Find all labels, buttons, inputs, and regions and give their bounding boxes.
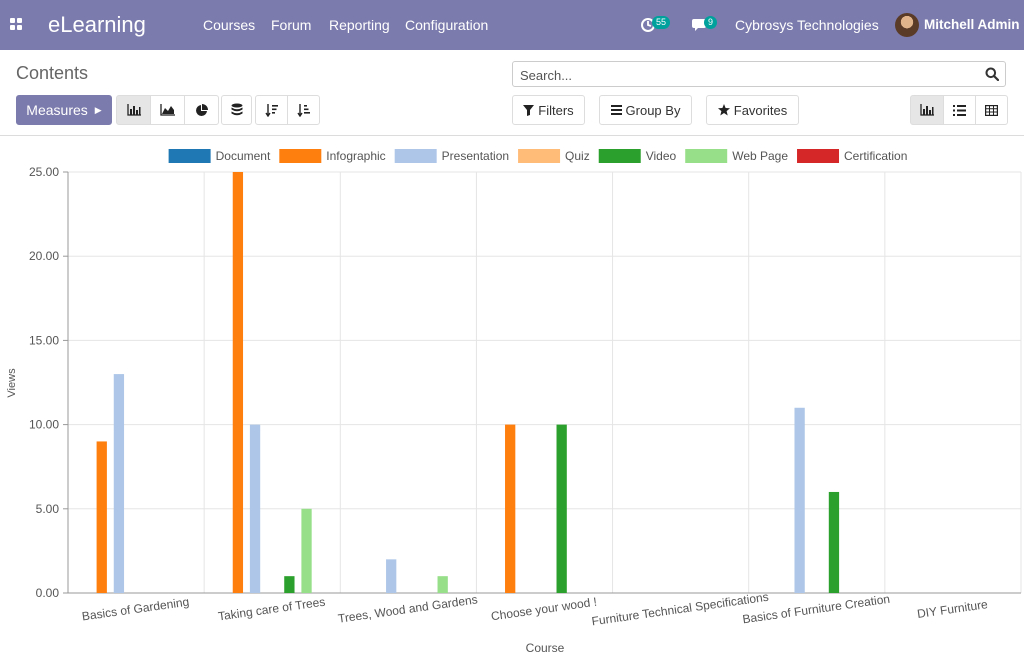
legend-item-video[interactable]: Video: [598, 149, 677, 163]
y-tick-label: 25.00: [29, 165, 59, 179]
legend-item-presentation[interactable]: Presentation: [394, 149, 509, 163]
bar-web-page[interactable]: [301, 508, 312, 593]
legend-item-infographic[interactable]: Infographic: [279, 149, 386, 163]
bars-icon: [610, 105, 622, 115]
legend-label: Video: [646, 149, 677, 163]
bar-video[interactable]: [284, 576, 295, 593]
app-brand[interactable]: eLearning: [48, 12, 146, 37]
ascending-button[interactable]: [287, 95, 320, 125]
line-chart-button[interactable]: [150, 95, 185, 125]
legend-item-quiz[interactable]: Quiz: [518, 149, 590, 163]
y-tick-label: 10.00: [29, 418, 59, 432]
bar-chart-icon: [126, 104, 141, 116]
legend-label: Document: [216, 149, 271, 163]
pivot-view-button[interactable]: [975, 95, 1008, 125]
y-tick-label: 15.00: [29, 333, 59, 347]
legend-swatch: [797, 149, 840, 163]
legend-swatch: [518, 149, 561, 163]
search-input[interactable]: [518, 65, 982, 85]
bar-presentation[interactable]: [794, 407, 805, 593]
messages-count-badge: 9: [704, 16, 718, 29]
legend-label: Presentation: [442, 149, 509, 163]
favorites-button[interactable]: Favorites: [706, 95, 799, 125]
stacked-icon: [231, 103, 242, 116]
y-tick-label: 20.00: [29, 249, 59, 263]
stacked-button[interactable]: [221, 95, 252, 125]
bar-infographic[interactable]: [96, 441, 107, 593]
y-axis-title: Views: [6, 368, 18, 398]
descending-button[interactable]: [255, 95, 288, 125]
bar-infographic[interactable]: [232, 172, 244, 593]
x-axis-title: Course: [526, 641, 565, 655]
list-view-button[interactable]: [943, 95, 976, 125]
pivot-view-icon: [985, 104, 998, 116]
legend-item-document[interactable]: Document: [168, 149, 271, 163]
x-tick-label: Basics of Gardening: [81, 595, 190, 624]
measures-button[interactable]: Measures ▶: [16, 95, 112, 125]
graph-view-icon: [920, 104, 934, 116]
favorites-label: Favorites: [733, 102, 788, 118]
legend-item-certification[interactable]: Certification: [797, 149, 907, 163]
menu-reporting[interactable]: Reporting: [329, 17, 390, 33]
legend-label: Web Page: [732, 149, 788, 163]
graph-view-button[interactable]: [910, 95, 944, 125]
x-tick-label: Taking care of Trees: [217, 595, 326, 624]
apps-grid-icon[interactable]: [10, 18, 24, 32]
bar-chart: 0.00 5.00 10.00 15.00 20.00 25.00 Basics of Ga…: [6, 149, 1022, 655]
search-bar: [512, 61, 1006, 87]
pie-chart-button[interactable]: [184, 95, 219, 125]
x-tick-label: Choose your wood !: [490, 595, 598, 624]
search-icon[interactable]: [985, 67, 1000, 82]
legend-label: Infographic: [326, 149, 385, 163]
star-icon: [717, 104, 730, 116]
bar-chart-button[interactable]: [116, 95, 151, 125]
breadcrumb-title: Contents: [16, 63, 89, 83]
bar-video[interactable]: [828, 491, 840, 593]
bar-video[interactable]: [556, 424, 567, 593]
legend-swatch: [279, 149, 322, 163]
sort-asc-icon: [296, 104, 310, 117]
filters-label: Filters: [538, 102, 574, 118]
filters-button[interactable]: Filters: [512, 95, 585, 125]
list-view-icon: [953, 104, 966, 116]
bar-web-page[interactable]: [437, 576, 448, 593]
x-tick-label: Trees, Wood and Gardens: [337, 592, 478, 625]
legend-swatch: [168, 149, 211, 163]
top-navbar: eLearning Courses Forum Reporting Config…: [0, 0, 1024, 50]
user-menu[interactable]: Mitchell Admin: [924, 17, 1020, 32]
activity-count-badge: 55: [652, 16, 671, 29]
legend-label: Quiz: [565, 149, 590, 163]
y-tick-label: 5.00: [36, 502, 60, 516]
x-tick-label: DIY Furniture: [916, 597, 989, 621]
legend-label: Certification: [844, 149, 907, 163]
menu-configuration[interactable]: Configuration: [405, 17, 489, 33]
legend-swatch: [394, 149, 437, 163]
company-switcher[interactable]: Cybrosys Technologies: [735, 17, 879, 33]
area-chart-icon: [160, 104, 175, 116]
bar-presentation[interactable]: [113, 374, 125, 593]
sort-desc-icon: [264, 104, 278, 117]
menu-courses[interactable]: Courses: [203, 17, 256, 33]
group-by-button[interactable]: Group By: [599, 95, 692, 125]
user-avatar[interactable]: [895, 13, 919, 37]
group-by-label: Group By: [625, 102, 681, 118]
legend-item-web-page[interactable]: Web Page: [685, 149, 788, 163]
control-panel-divider: [0, 135, 1024, 136]
bar-presentation[interactable]: [249, 424, 261, 593]
pie-chart-icon: [196, 103, 208, 116]
filter-icon: [523, 104, 535, 116]
legend-swatch: [685, 149, 728, 163]
bar-presentation[interactable]: [386, 559, 397, 593]
bar-infographic[interactable]: [505, 424, 516, 593]
measures-label: Measures: [26, 102, 88, 118]
messages-chat-icon[interactable]: [692, 18, 708, 32]
y-tick-label: 0.00: [36, 586, 60, 600]
legend-swatch: [598, 149, 641, 163]
menu-forum[interactable]: Forum: [271, 17, 312, 33]
caret-right-icon: ▶: [94, 104, 102, 115]
